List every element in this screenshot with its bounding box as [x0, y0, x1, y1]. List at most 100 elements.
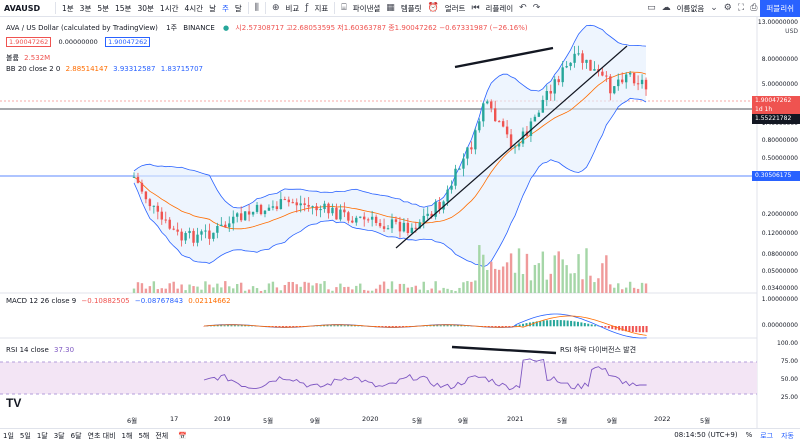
volume-bar	[319, 283, 322, 293]
volume-bar	[497, 269, 501, 293]
macd-axis-label: 1.00000000	[761, 296, 798, 303]
volume-bar	[644, 283, 648, 293]
volume-bar	[609, 284, 612, 293]
volume-bar	[430, 288, 433, 293]
candle-style-icon[interactable]: ⫼	[254, 3, 259, 13]
bb-upper	[133, 24, 647, 209]
volume-bar	[422, 281, 425, 293]
main-legend: AVA / US Dollar (calculated by TradingVi…	[6, 23, 528, 33]
price-high-drawing[interactable]	[454, 46, 554, 69]
interval-day[interactable]: 날	[209, 3, 216, 13]
candle-body	[136, 176, 140, 183]
alert-button[interactable]: 얼러트	[444, 3, 466, 13]
interval-30m[interactable]: 30분	[137, 3, 154, 13]
time-axis-label: 5월	[412, 417, 423, 425]
candle-body	[259, 204, 263, 215]
interval-month[interactable]: 달	[234, 3, 242, 13]
volume-bar	[251, 286, 255, 293]
trend-line-drawing[interactable]	[395, 45, 628, 249]
interval-1m[interactable]: 1분	[62, 3, 74, 13]
goto-date-icon[interactable]: 📅	[178, 431, 187, 440]
replay-button[interactable]: 리플레이	[485, 3, 514, 13]
settings-gear-icon[interactable]: ⚙	[723, 3, 732, 13]
add-compare-icon[interactable]: ⊕	[271, 3, 280, 13]
volume-bar	[589, 275, 592, 293]
macd-histogram-bar	[288, 326, 291, 328]
layout-icon[interactable]: ▭	[647, 3, 656, 13]
range-1m[interactable]: 1달	[36, 431, 48, 440]
range-1d[interactable]: 1일	[3, 431, 14, 440]
candle-body	[414, 227, 418, 229]
rsi-divergence-drawing[interactable]	[451, 345, 557, 355]
interval-15m[interactable]: 15분	[115, 3, 132, 13]
current-price-tag: 1.90047262	[752, 96, 800, 106]
volume-bar	[295, 284, 298, 293]
financials-icon[interactable]: ⌸	[341, 3, 347, 13]
candle-body	[426, 213, 429, 216]
candle-body	[216, 226, 219, 233]
range-5y[interactable]: 5해	[138, 431, 150, 440]
volume-bar	[311, 285, 314, 293]
top-toolbar: AVAUSD 1분 3분 5분 15분 30분 1시간 4시간 날 주 달 ⫼ …	[0, 0, 800, 17]
compare-button[interactable]: 비교	[285, 3, 300, 13]
status-dot: ●	[222, 24, 230, 32]
interval-week[interactable]: 주	[221, 3, 229, 13]
currency-selector[interactable]: USD	[785, 28, 798, 35]
range-1y[interactable]: 1해	[121, 431, 133, 440]
range-5d[interactable]: 5일	[19, 431, 31, 440]
macd-histogram-bar	[522, 323, 525, 327]
chart-canvas[interactable]: TV	[0, 17, 800, 428]
candle-body	[148, 199, 152, 207]
candle-body	[315, 206, 318, 211]
fullscreen-icon[interactable]: ⛶	[737, 3, 745, 13]
symbol-search[interactable]: AVAUSD	[4, 3, 41, 13]
cloud-icon[interactable]: ☁	[661, 3, 671, 13]
indicators-button[interactable]: 지표	[314, 3, 329, 13]
candle-body	[144, 191, 148, 200]
volume-bar	[386, 288, 390, 293]
candle-body	[287, 199, 290, 203]
volume-bar	[557, 251, 560, 293]
divergence-annotation[interactable]: RSI 하락 다이버전스 발견	[560, 346, 637, 354]
templates-icon[interactable]: ▦	[386, 3, 395, 13]
rsi-legend: RSI 14 close 37.30	[6, 346, 74, 354]
interval-5m[interactable]: 5분	[97, 3, 110, 13]
range-ytd[interactable]: 연초 대비	[87, 431, 116, 440]
candle-body	[247, 211, 251, 215]
redo-icon[interactable]: ↷	[532, 3, 541, 13]
candle-body	[537, 112, 541, 117]
auto-toggle[interactable]: 자동	[781, 431, 794, 440]
candle-body	[184, 233, 187, 241]
publish-button[interactable]: 퍼블리쉬	[760, 0, 800, 17]
range-all[interactable]: 전체	[155, 431, 169, 440]
candle-body	[458, 168, 461, 170]
camera-icon[interactable]: ⎙	[750, 3, 758, 13]
percent-toggle[interactable]: %	[745, 430, 753, 439]
volume-bar	[454, 290, 457, 293]
volume-bar	[394, 289, 398, 293]
layout-name[interactable]: 이름없음	[676, 3, 705, 13]
candle-body	[585, 59, 588, 63]
sell-price[interactable]: 1.90047262	[6, 37, 52, 47]
volume-bar	[466, 281, 469, 293]
log-toggle[interactable]: 로그	[760, 431, 774, 440]
interval-3m[interactable]: 3분	[79, 3, 92, 13]
financials-button[interactable]: 파이낸셜	[352, 3, 381, 13]
volume-label: 볼륨	[6, 54, 19, 62]
undo-icon[interactable]: ↶	[519, 3, 527, 13]
templates-button[interactable]: 템플릿	[400, 3, 422, 13]
macd-histogram-bar	[621, 326, 624, 331]
indicators-icon[interactable]: ƒ	[305, 3, 309, 13]
range-6m[interactable]: 6달	[70, 431, 82, 440]
chevron-down-icon[interactable]: ⌄	[710, 3, 718, 13]
buy-price[interactable]: 1.90047262	[105, 37, 151, 47]
alert-icon[interactable]: ⏰	[427, 3, 439, 13]
volume-bar	[152, 281, 156, 293]
volume-bar	[136, 282, 140, 293]
candle-body	[335, 207, 338, 220]
interval-1h[interactable]: 1시간	[159, 3, 179, 13]
replay-icon[interactable]: ⏮	[471, 3, 480, 13]
interval-4h[interactable]: 4시간	[184, 3, 204, 13]
clock-display[interactable]: 08:14:50 (UTC+9)	[674, 430, 738, 439]
range-3m[interactable]: 3달	[53, 431, 65, 440]
